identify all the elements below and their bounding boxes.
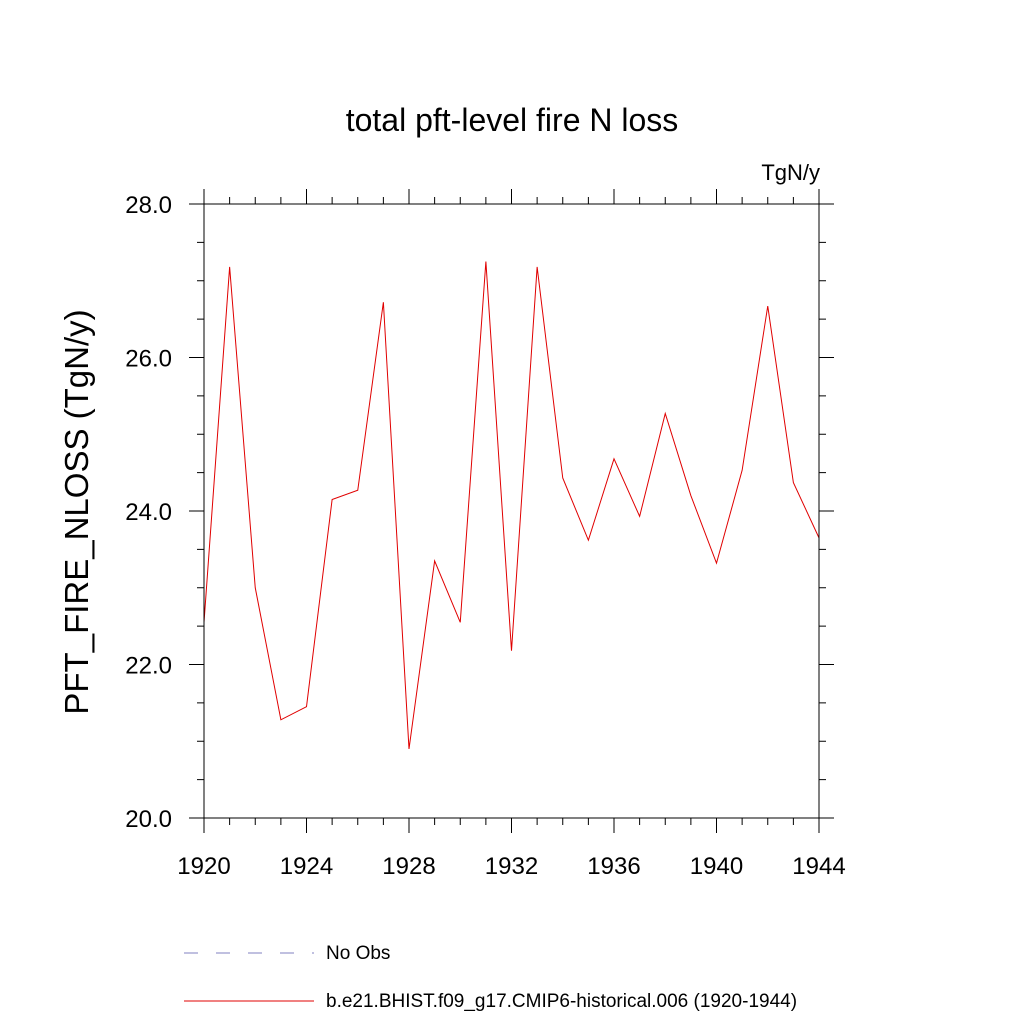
legend-label-historical: b.e21.BHIST.f09_g17.CMIP6-historical.006… xyxy=(326,991,797,1012)
legend: No Obs b.e21.BHIST.f09_g17.CMIP6-histori… xyxy=(184,943,797,1012)
x-tick-label: 1920 xyxy=(177,853,230,880)
x-tick-label: 1936 xyxy=(587,853,640,880)
axis-tick-labels: 1920 1924 1928 1932 1936 1940 1944 20.0 22.0 24.0… xyxy=(125,192,845,880)
axis-ticks xyxy=(189,189,834,833)
y-tick-label: 22.0 xyxy=(125,653,172,680)
x-tick-label: 1940 xyxy=(690,853,743,880)
x-tick-label: 1944 xyxy=(792,853,845,880)
units-label: TgN/y xyxy=(761,160,820,185)
series-layer xyxy=(203,261,820,749)
y-axis-label: PFT_FIRE_NLOSS (TgN/y) xyxy=(58,309,95,714)
x-tick-label: 1924 xyxy=(280,853,333,880)
legend-label-no-obs: No Obs xyxy=(326,943,390,964)
y-tick-label: 26.0 xyxy=(125,346,172,373)
plot-frame xyxy=(203,203,820,819)
y-tick-label: 24.0 xyxy=(125,499,172,526)
x-tick-label: 1932 xyxy=(485,853,538,880)
x-tick-label: 1928 xyxy=(382,853,435,880)
chart-title: total pft-level fire N loss xyxy=(346,102,679,138)
series-line-1 xyxy=(203,261,820,749)
y-tick-label: 28.0 xyxy=(125,192,172,219)
y-tick-label: 20.0 xyxy=(125,806,172,833)
